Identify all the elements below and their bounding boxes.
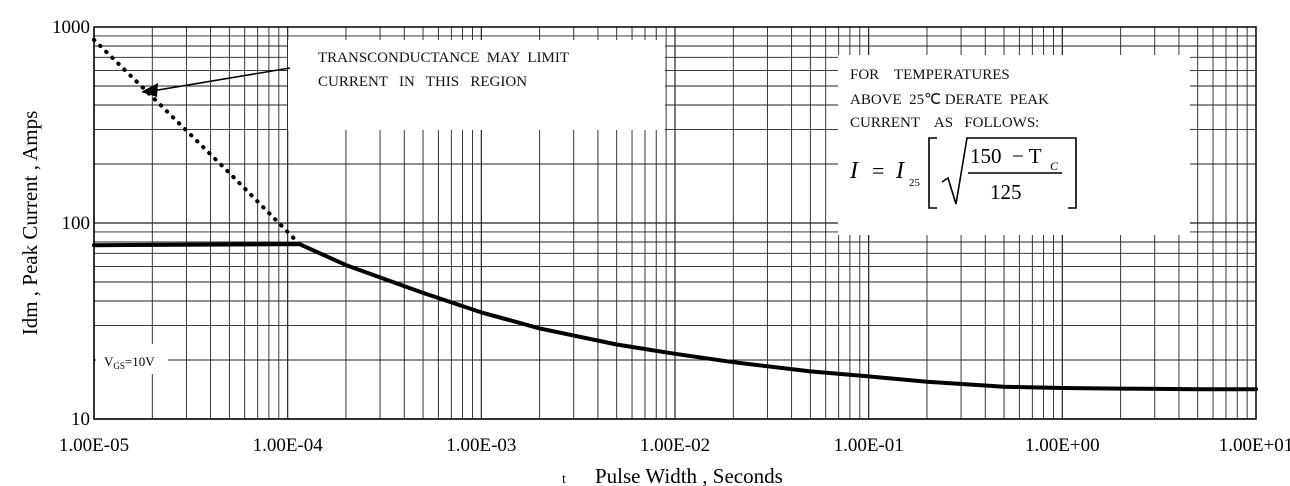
derate-box bbox=[838, 55, 1190, 235]
x-tick-label: 1.00E-03 bbox=[446, 435, 516, 456]
formula-i25-subscript: 25 bbox=[909, 177, 921, 189]
transconductance-arrow bbox=[151, 67, 291, 92]
y-axis-title: Idm , Peak Current , Amps bbox=[18, 111, 42, 336]
x-tick-label: 1.00E-05 bbox=[59, 435, 129, 456]
x-tick-label: 1.00E-02 bbox=[640, 435, 710, 456]
x-tick-label: 1.00E-04 bbox=[253, 435, 324, 456]
formula-numerator-subscript: C bbox=[1050, 159, 1059, 173]
derate-formula: I = I 25 150 − T C 125 bbox=[849, 137, 1077, 209]
formula-radical bbox=[941, 137, 1068, 205]
x-tick-label: 1.00E+00 bbox=[1025, 435, 1100, 456]
y-tick-label: 100 bbox=[62, 213, 91, 234]
x-axis-prefix: t bbox=[562, 472, 566, 486]
formula-equals: = bbox=[872, 158, 884, 183]
derate-note-line-3: CURRENT AS FOLLOWS: bbox=[850, 115, 1039, 131]
formula-i25: I bbox=[895, 158, 905, 184]
derate-note-line-2: ABOVE 25℃ DERATE PEAK bbox=[850, 92, 1049, 108]
vgs-label-v: V bbox=[104, 354, 114, 369]
vgs-label-value: =10V bbox=[125, 354, 155, 369]
derate-note-line-1: FOR TEMPERATURES bbox=[850, 67, 1010, 83]
transconductance-note-line-2: CURRENT IN THIS REGION bbox=[318, 74, 527, 90]
vgs-label-sub: GS bbox=[113, 361, 125, 371]
formula-right-bracket bbox=[1068, 137, 1077, 209]
vgs-box bbox=[96, 344, 168, 374]
y-tick-label: 10 bbox=[71, 409, 90, 430]
y-tick-labels: 10 100 1000 bbox=[52, 17, 90, 430]
x-tick-label: 1.00E-01 bbox=[834, 435, 904, 456]
transconductance-box bbox=[288, 40, 665, 130]
formula-denominator: 125 bbox=[990, 180, 1022, 204]
formula-numerator: 150 − T bbox=[970, 144, 1042, 168]
plot-frame bbox=[93, 26, 1257, 420]
transconductance-note-line-1: TRANSCONDUCTANCE MAY LIMIT bbox=[318, 50, 569, 66]
x-axis-title: Pulse Width , Seconds bbox=[595, 464, 783, 486]
x-tick-label: 1.00E+01 bbox=[1219, 435, 1290, 456]
solid-series-line bbox=[92, 242, 1258, 392]
x-tick-labels: 1.00E-05 1.00E-04 1.00E-03 1.00E-02 1.00E-01… bbox=[59, 435, 1290, 456]
series-layer bbox=[92, 37, 1258, 392]
arrow-head-icon bbox=[141, 83, 158, 97]
y-tick-label: 1000 bbox=[52, 17, 90, 38]
formula-lhs: I bbox=[849, 158, 859, 184]
formula-left-bracket bbox=[928, 137, 937, 209]
vgs-label: VGS=10V bbox=[104, 354, 155, 371]
